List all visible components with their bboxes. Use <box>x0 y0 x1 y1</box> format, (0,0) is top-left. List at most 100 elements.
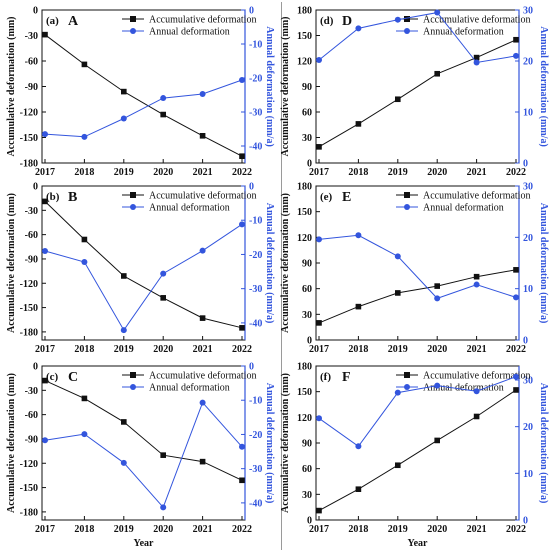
left-tick-label: -120 <box>20 459 38 470</box>
legend-cumulative-marker <box>130 16 136 22</box>
annual-point <box>42 131 48 138</box>
region-label: B <box>68 190 77 205</box>
right-axis-title: Annual deformation (mm/a) <box>264 26 275 147</box>
annual-point <box>42 248 48 255</box>
x-axis-title: Year <box>408 538 429 549</box>
legend-annual-marker <box>404 204 410 210</box>
annual-series-line <box>318 12 517 64</box>
cumulative-point <box>121 419 127 425</box>
annual-point <box>81 258 88 265</box>
left-tick-label: -90 <box>25 254 38 265</box>
panel-label: (b) <box>46 191 60 203</box>
panel-label: (f) <box>320 371 331 383</box>
right-tick-label: 30 <box>523 6 533 17</box>
x-tick-label: 2020 <box>153 344 173 355</box>
cumulative-series-line <box>44 380 243 481</box>
right-axis-title: Annual deformation (mm/a) <box>538 383 549 504</box>
left-tick-label: -150 <box>20 483 38 494</box>
x-tick-label: 2022 <box>232 344 252 355</box>
right-tick-label: 10 <box>523 108 533 119</box>
cumulative-point <box>316 507 322 514</box>
region-label: A <box>68 14 79 29</box>
cumulative-series-line <box>318 269 517 324</box>
right-tick-label: -20 <box>249 430 262 441</box>
x-tick-label: 2020 <box>427 167 447 178</box>
cumulative-point <box>199 133 206 139</box>
right-axis-title: Annual deformation (mm/a) <box>538 26 549 147</box>
right-tick-label: 30 <box>523 376 533 387</box>
x-tick-label: 2022 <box>506 167 526 178</box>
x-axis-title: Year <box>134 538 155 549</box>
left-tick-label: 30 <box>302 490 312 501</box>
left-axis-title: Accumulative deformation (mm) <box>6 17 17 157</box>
annual-point <box>513 294 519 301</box>
left-tick-label: 30 <box>302 310 312 321</box>
left-tick-label: 150 <box>297 207 312 218</box>
left-axis-title: Accumulative deformation (mm) <box>6 373 17 513</box>
cumulative-series-line <box>44 201 243 329</box>
right-tick-label: 20 <box>523 57 533 68</box>
right-tick-label: -10 <box>249 40 262 51</box>
annual-point <box>473 281 480 288</box>
left-axis-title: Accumulative deformation (mm) <box>280 193 291 333</box>
left-tick-label: -90 <box>25 82 38 93</box>
legend-cumulative-marker <box>130 192 136 198</box>
x-tick-label: 2019 <box>114 344 134 355</box>
legend-cumulative-marker <box>404 192 410 198</box>
legend-annual-label: Annual deformation <box>423 203 504 214</box>
legend-annual-marker <box>130 28 136 34</box>
cumulative-point <box>121 88 127 95</box>
right-tick-label: 0 <box>523 516 528 527</box>
x-tick-label: 2018 <box>74 344 94 355</box>
left-tick-label: 180 <box>297 182 312 193</box>
left-tick-label: 90 <box>302 439 312 450</box>
chart-panel-A: -180 -150 -120 -90 -60 -30 0 -40 -30 -20 -10 0 2017 2… <box>6 6 275 179</box>
legend-annual-label: Annual deformation <box>423 27 504 38</box>
right-tick-label: 0 <box>249 362 254 373</box>
right-tick-label: 30 <box>523 182 533 193</box>
legend-cumulative-label: Accumulative deformation <box>423 15 530 26</box>
cumulative-point <box>434 283 440 289</box>
left-tick-label: 0 <box>33 6 38 17</box>
x-tick-label: 2022 <box>232 524 252 535</box>
legend-annual-label: Annual deformation <box>149 383 230 394</box>
x-tick-label: 2022 <box>232 167 252 178</box>
annual-point <box>42 437 48 444</box>
left-tick-label: 60 <box>302 108 312 119</box>
cumulative-point <box>42 377 48 384</box>
cumulative-point <box>395 462 401 469</box>
cumulative-series-line <box>44 34 243 157</box>
cumulative-point <box>81 236 88 243</box>
x-tick-label: 2017 <box>35 524 55 535</box>
left-tick-label: 180 <box>297 362 312 373</box>
cumulative-point <box>513 267 519 273</box>
left-tick-label: -180 <box>20 507 38 518</box>
cumulative-point <box>239 477 245 484</box>
left-tick-label: 60 <box>302 284 312 295</box>
annual-point <box>355 232 362 239</box>
annual-point <box>160 504 167 511</box>
right-tick-label: 0 <box>249 182 254 193</box>
legend-cumulative-label: Accumulative deformation <box>423 191 530 202</box>
right-tick-label: -30 <box>249 108 262 119</box>
annual-point <box>513 373 519 380</box>
right-tick-label: 10 <box>523 469 533 480</box>
cumulative-point <box>316 320 322 326</box>
annual-point <box>355 443 362 450</box>
left-tick-label: 90 <box>302 259 312 270</box>
left-tick-label: 150 <box>297 31 312 42</box>
left-tick-label: -120 <box>20 279 38 290</box>
right-tick-label: -10 <box>249 396 262 407</box>
left-tick-label: -180 <box>20 159 38 170</box>
legend-annual-marker <box>404 384 410 390</box>
legend-annual-label: Annual deformation <box>149 203 230 214</box>
cumulative-point <box>473 413 480 420</box>
right-tick-label: -40 <box>249 318 262 329</box>
cumulative-point <box>121 273 127 279</box>
cumulative-point <box>160 452 166 458</box>
right-tick-label: -40 <box>249 142 262 153</box>
x-tick-label: 2020 <box>427 344 447 355</box>
annual-point <box>120 327 127 334</box>
cumulative-series-line <box>318 39 517 148</box>
